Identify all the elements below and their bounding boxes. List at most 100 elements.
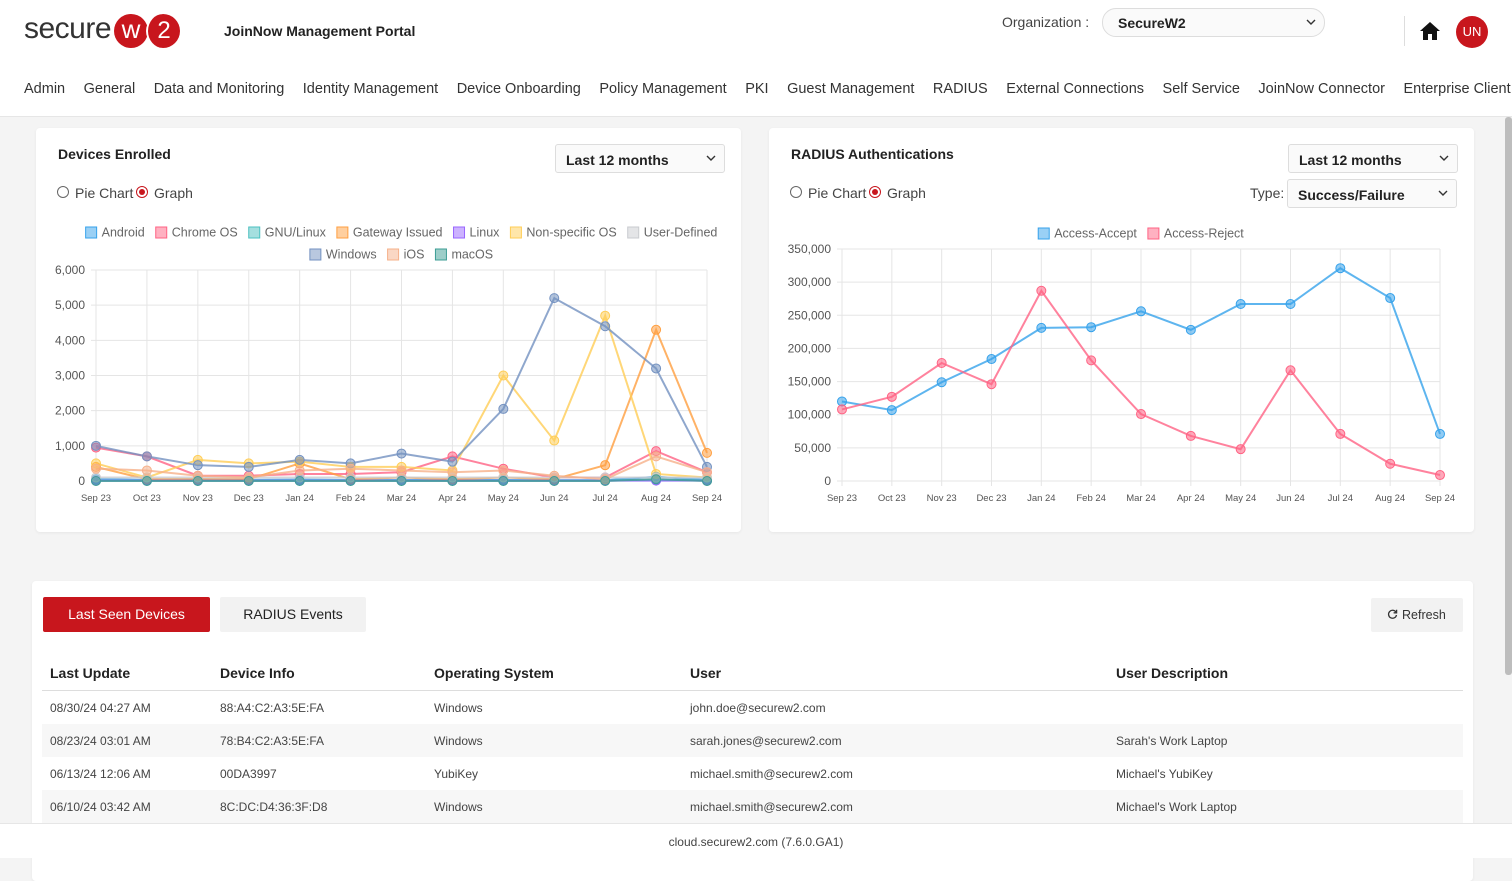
org-select[interactable]: SecureW2	[1102, 8, 1325, 37]
nav-item[interactable]: External Connections	[1006, 81, 1145, 97]
y-tick-label: 1,000	[55, 439, 85, 453]
nav-bar: Admin General Data and Monitoring Identity …	[24, 81, 1511, 97]
cell: Windows	[434, 701, 483, 715]
data-point	[447, 456, 458, 467]
x-tick-label: Mar 24	[1126, 493, 1156, 504]
data-point	[1185, 324, 1196, 335]
nav-item[interactable]: General	[83, 81, 136, 97]
data-point	[498, 370, 509, 381]
radio-label[interactable]: Graph	[154, 185, 193, 201]
legend-swatch	[309, 248, 322, 261]
data-point	[192, 476, 203, 486]
data-point	[651, 474, 662, 485]
nav-item[interactable]: RADIUS	[932, 81, 988, 97]
cell: 06/13/24 12:06 AM	[50, 767, 151, 781]
legend-swatch	[1147, 227, 1160, 240]
x-tick-label: May 24	[488, 493, 519, 504]
x-tick-label: Dec 23	[976, 493, 1006, 504]
data-point	[702, 467, 712, 478]
nav-item[interactable]: JoinNow Connector	[1258, 81, 1385, 97]
data-point	[600, 321, 611, 332]
x-tick-label: Jul 24	[592, 493, 617, 504]
row-band	[42, 724, 1463, 757]
data-point	[498, 465, 509, 476]
nav-item[interactable]: PKI	[745, 81, 769, 97]
legend-entry: User-Defined	[627, 226, 718, 240]
x-tick-label: Sep 24	[1425, 493, 1455, 504]
data-point	[1435, 470, 1445, 481]
data-point	[549, 435, 560, 446]
data-point	[1335, 428, 1346, 439]
x-tick-label: Jun 24	[1276, 493, 1305, 504]
refresh-icon	[1387, 609, 1398, 619]
cell: sarah.jones@securew2.com	[690, 734, 842, 748]
data-point	[1086, 355, 1097, 366]
avatar[interactable]: UN	[1456, 16, 1488, 48]
radio-label[interactable]: Pie Chart	[75, 185, 134, 201]
y-tick-label: 100,000	[788, 408, 832, 422]
data-point	[141, 476, 152, 486]
chevron	[706, 155, 716, 161]
data-point	[396, 465, 407, 476]
data-point	[549, 293, 560, 304]
radio[interactable]	[136, 186, 148, 198]
logo-badge: 2	[146, 14, 180, 48]
nav-item[interactable]: Enterprise Client	[1403, 81, 1511, 97]
data-point	[1235, 444, 1246, 455]
x-tick-label: Nov 23	[183, 493, 213, 504]
cell: michael.smith@securew2.com	[690, 800, 853, 814]
x-tick-label: May 24	[1225, 493, 1256, 504]
radio[interactable]	[869, 186, 881, 198]
nav-item[interactable]: Device Onboarding	[456, 81, 581, 97]
type-label: Type:	[1250, 185, 1285, 201]
devices-panel: 0 1,000 2,000 3,000 4,000 5,000 6,000 Sep 23 Oct…	[36, 128, 741, 532]
legend-entry: Gateway Issued	[336, 226, 443, 240]
legend-label: Access-Reject	[1164, 227, 1244, 241]
range-select[interactable]: Last 12 months	[1288, 144, 1458, 173]
column-header: Device Info	[220, 665, 295, 681]
y-tick-label: 250,000	[788, 308, 832, 322]
tab-active[interactable]: Last Seen Devices	[43, 597, 210, 632]
data-point	[936, 358, 947, 369]
range-select[interactable]: Last 12 months	[555, 144, 725, 173]
nav-item[interactable]: Identity Management	[302, 81, 439, 97]
cell: Michael's Work Laptop	[1116, 800, 1237, 814]
x-tick-label: Aug 24	[1375, 493, 1405, 504]
org-label: Organization :	[1002, 14, 1090, 30]
chart: 0 1,000 2,000 3,000 4,000 5,000 6,000 Sep 23 Oct…	[55, 226, 722, 505]
legend-entry: Access-Accept	[1037, 227, 1137, 241]
chevron	[1438, 190, 1448, 196]
legend-label: User-Defined	[644, 226, 718, 240]
scrollbar[interactable]	[1505, 117, 1512, 675]
data-point	[986, 354, 997, 365]
data-point	[600, 476, 611, 486]
legend-label: Android	[102, 226, 145, 240]
nav-item[interactable]: Self Service	[1162, 81, 1240, 97]
x-tick-label: Apr 24	[438, 493, 466, 504]
data-point	[1285, 299, 1296, 310]
nav-item[interactable]: Guest Management	[787, 81, 915, 97]
data-point	[1036, 285, 1047, 296]
column-header: Operating System	[434, 665, 554, 681]
radio[interactable]	[790, 186, 802, 198]
nav-item[interactable]: Admin	[24, 81, 66, 97]
data-point	[986, 379, 997, 390]
nav-item[interactable]: Data and Monitoring	[153, 81, 285, 97]
type-select[interactable]: Success/Failure	[1287, 179, 1457, 208]
x-tick-label: Feb 24	[1076, 493, 1106, 504]
refresh-button[interactable]: Refresh	[1371, 598, 1463, 632]
radio-label[interactable]: Pie Chart	[808, 185, 867, 201]
legend-swatch	[453, 226, 466, 239]
home-icon[interactable]	[1419, 21, 1441, 41]
tab[interactable]: RADIUS Events	[220, 597, 366, 632]
legend-swatch	[155, 226, 168, 239]
x-tick-label: Dec 23	[234, 493, 264, 504]
logo-badge: w	[114, 14, 148, 48]
cell: YubiKey	[434, 767, 479, 781]
data-point	[651, 363, 662, 374]
legend-swatch	[85, 226, 98, 239]
nav-item[interactable]: Policy Management	[599, 81, 727, 97]
radio-label[interactable]: Graph	[887, 185, 926, 201]
radio[interactable]	[57, 186, 69, 198]
